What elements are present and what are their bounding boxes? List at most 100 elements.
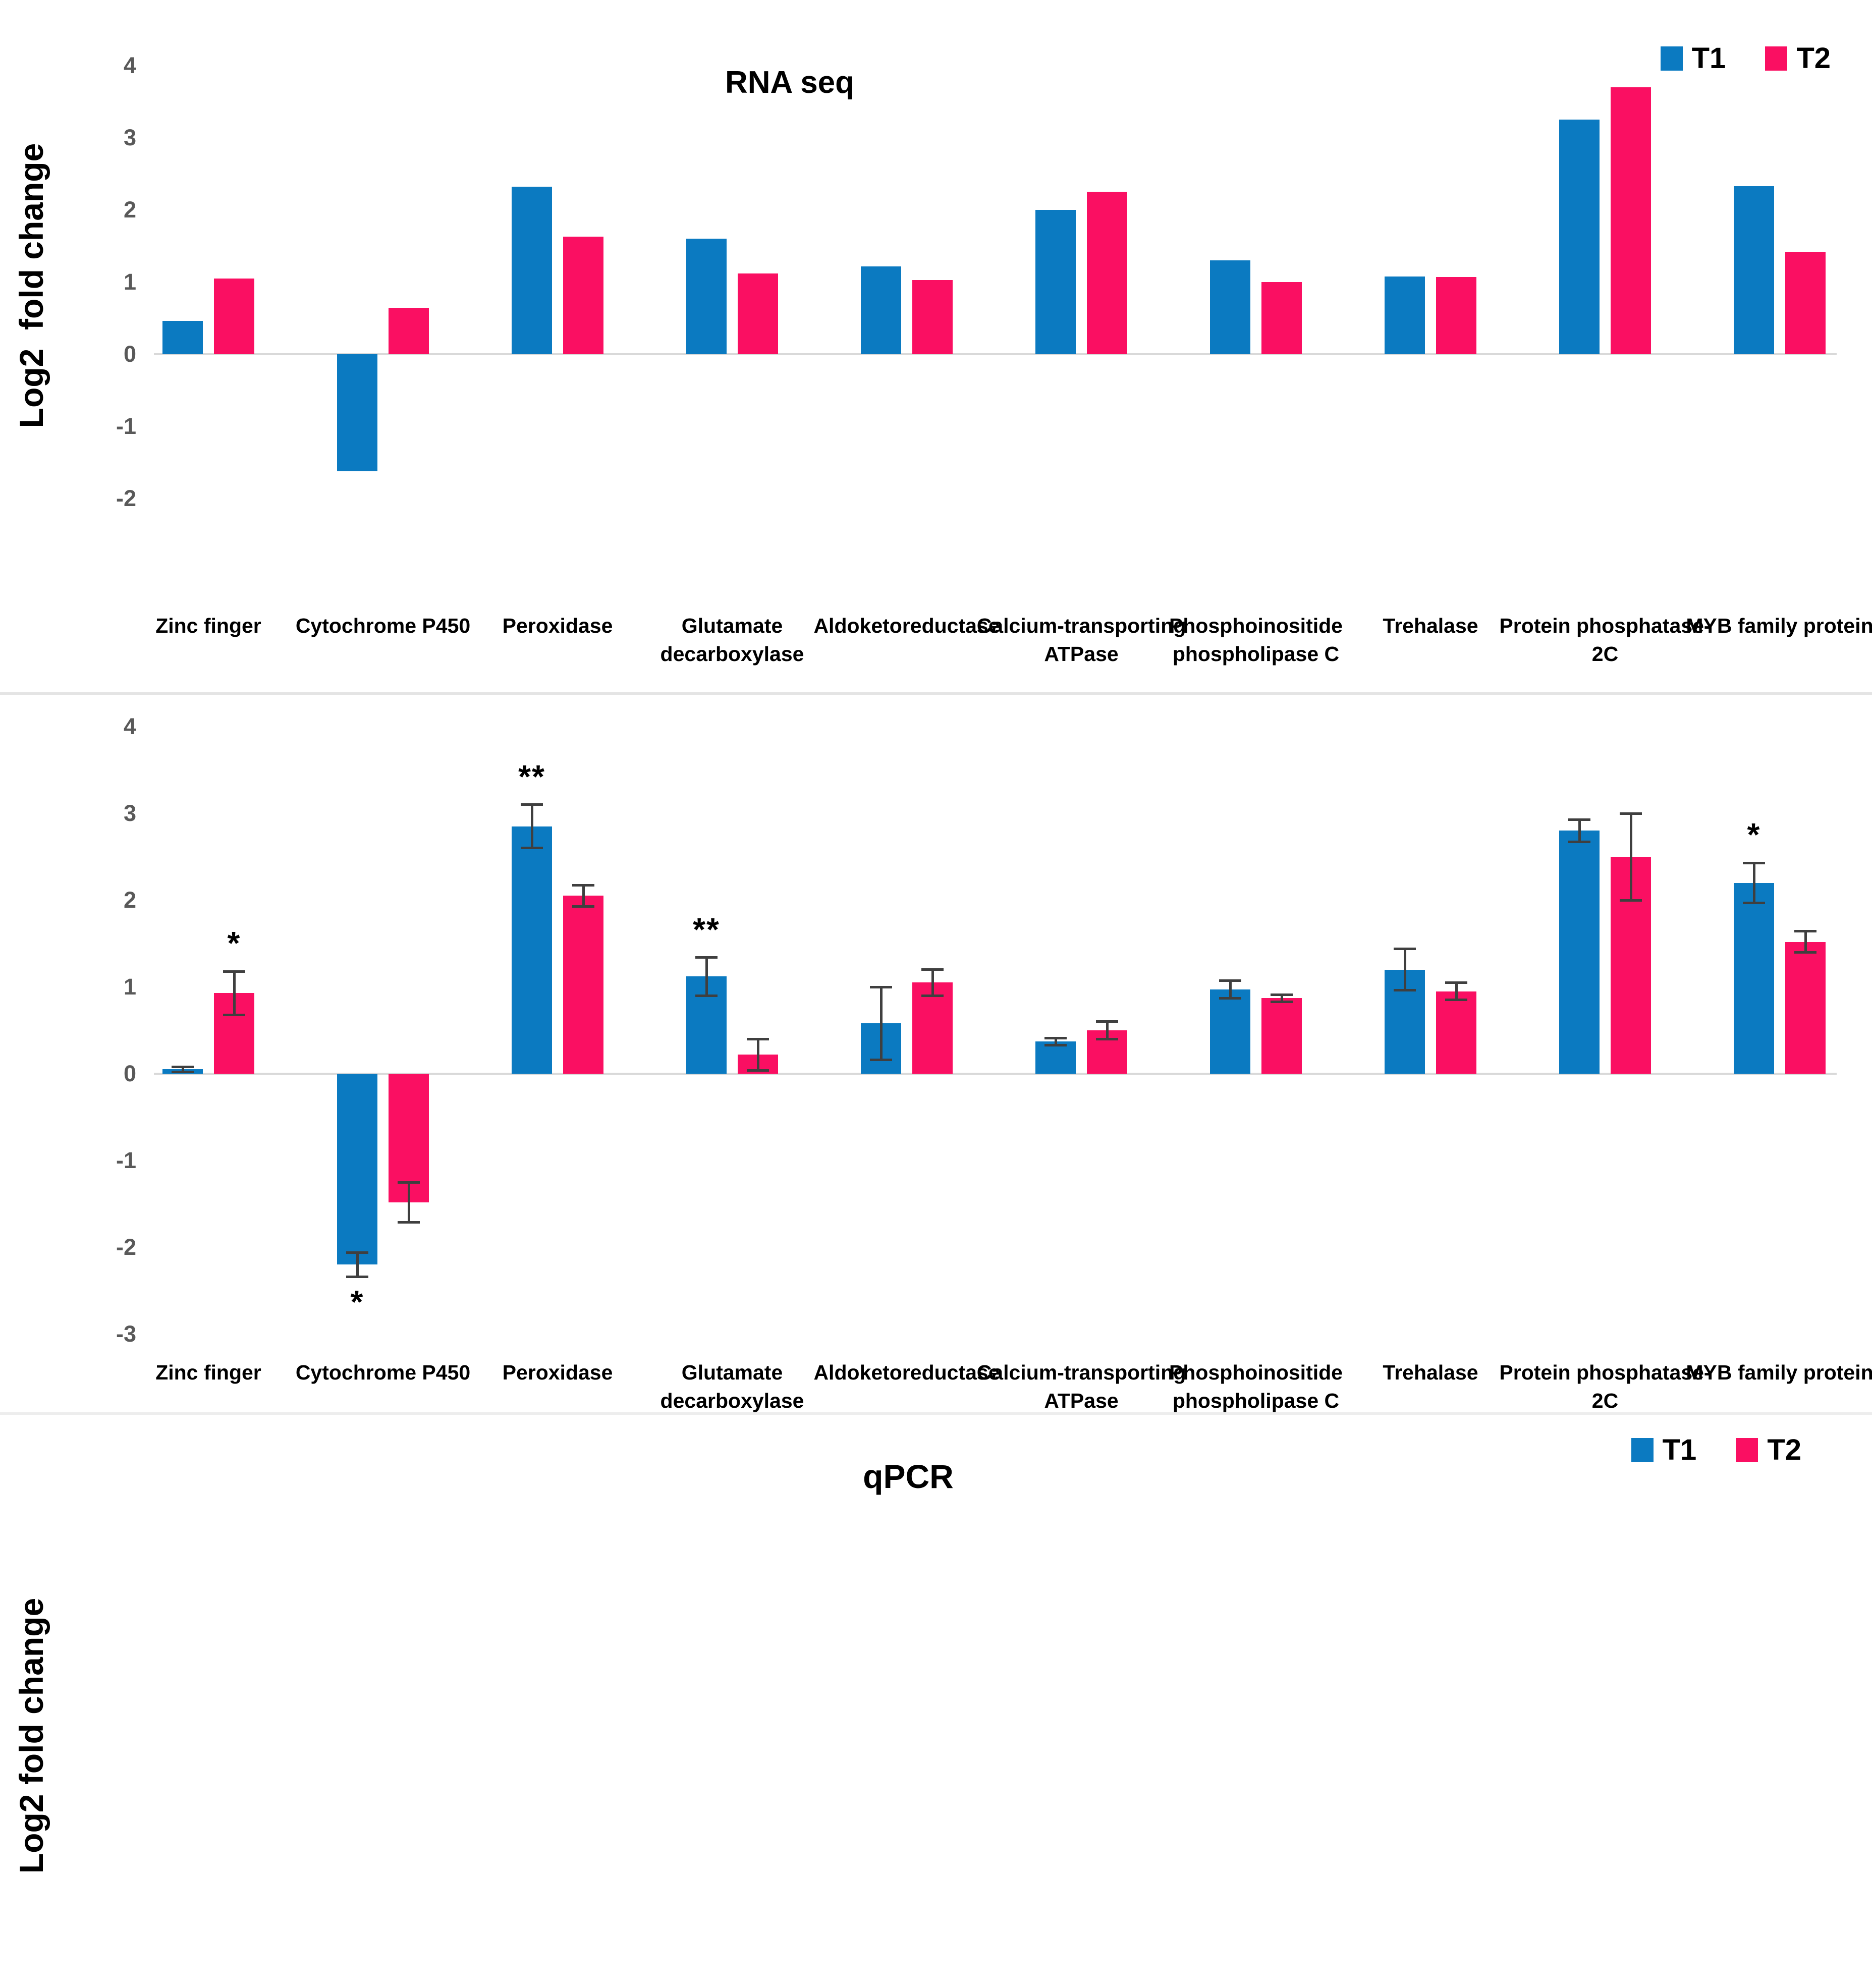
y-tick-label: 4 [123,52,136,78]
bar-t2 [1611,87,1651,354]
error-bar-cap [1794,930,1816,933]
bar-t1 [512,826,552,1074]
y-tick-label: 3 [123,800,136,826]
error-bar-cap [223,970,245,973]
error-bar-cap [1394,947,1416,950]
bar-t2 [214,278,254,354]
category-label: Peroxidase [502,614,613,637]
error-bar-cap [172,1071,194,1074]
error-bar-cap [921,994,944,997]
error-bar-cap [1096,1037,1118,1040]
category-label: Protein phosphatase-2C [1499,1361,1711,1412]
error-bar-cap [572,884,594,887]
error-bar-cap [1743,901,1765,904]
y-tick-label: 1 [123,269,136,295]
bar-t1 [1035,210,1076,354]
category-label: Calcium-transporting ATPase [976,614,1186,666]
legend-label-t2: T2 [1796,42,1831,75]
error-bar [233,971,236,1015]
error-bar-cap [1271,1000,1293,1003]
y-tick-label: 2 [123,887,136,913]
panel-divider [0,692,1872,695]
error-bar-cap [346,1275,368,1278]
bar-t1 [512,187,552,354]
bar-t2 [1087,192,1127,354]
error-bar-cap [1743,861,1765,864]
error-bar [1403,949,1406,990]
sig-star: * [350,1284,364,1320]
category-label: MYB family protein [1686,1361,1872,1384]
error-bar-cap [521,847,543,850]
legend-item-t2: T2 [1736,1433,1801,1467]
error-bar-cap [695,956,718,959]
bottom-divider [0,1412,1872,1415]
bar-t1 [337,354,377,471]
x-axis-line [154,1073,1837,1075]
category-label: Trehalase [1383,1361,1478,1384]
category-label: Zinc finger [155,614,261,637]
x-axis-line [154,353,1837,355]
error-bar-cap [1568,841,1590,844]
error-bar [181,1067,184,1072]
y-axis-label-qpcr: Log2 fold change [13,1597,50,1874]
bar-t2 [389,1074,429,1202]
error-bar-cap [1568,818,1590,821]
bar-t2 [563,236,603,354]
error-bar [1229,980,1232,999]
sig-star: ** [693,911,720,948]
y-tick-label: 2 [123,197,136,223]
error-bar-cap [747,1069,769,1072]
error-bar-cap [1044,1043,1067,1046]
error-bar-cap [572,905,594,908]
error-bar [931,969,934,996]
bar-t2 [912,280,953,354]
bar-t2 [912,982,953,1074]
error-bar [879,987,883,1060]
error-bar-cap [1620,899,1642,902]
category-label: Protein phosphatase-2C [1499,614,1711,666]
y-tick-label: -3 [116,1321,136,1347]
legend-label-t1: T1 [1691,42,1726,75]
legend-rna-seq: T1 T2 [1660,41,1831,75]
legend-item-t1: T1 [1660,41,1726,75]
bar-t2 [1436,277,1476,354]
sig-star: * [227,925,241,962]
category-label: Zinc finger [155,1361,261,1384]
bar-t1 [1559,120,1600,354]
bar-t1 [337,1074,377,1265]
error-bar [1106,1021,1109,1039]
error-bar [756,1039,759,1071]
y-tick-label: 3 [123,125,136,150]
error-bar-cap [1620,812,1642,815]
error-bar [1578,819,1581,842]
y-tick-label: 0 [123,341,136,367]
sig-star: * [1747,816,1761,853]
error-bar [1804,931,1807,953]
error-bar [530,804,533,848]
error-bar [407,1182,410,1223]
sig-star: ** [518,758,545,795]
error-bar [1752,863,1755,903]
error-bar [705,957,708,996]
legend-item-t2: T2 [1765,41,1831,75]
error-bar-cap [1096,1020,1118,1023]
bar-t2 [1785,942,1826,1074]
bar-t2 [1785,251,1826,354]
bar-t1 [1210,260,1250,354]
rna-seq-chart: RNA seq Log2 fold change T1 T2 [0,0,1872,701]
category-label: Glutamate decarboxylase [660,614,804,666]
bar-t2 [738,273,778,354]
y-tick-label: -1 [116,413,136,439]
bar-t1 [861,266,901,354]
category-label: Aldoketoreductase [813,614,1000,637]
category-label: Peroxidase [502,1361,613,1384]
error-bar-cap [1445,999,1467,1002]
category-label: Cytochrome P450 [295,614,471,637]
error-bar-cap [1794,951,1816,954]
error-bar-cap [1445,981,1467,984]
t2-swatch-icon [1765,46,1788,71]
bar-t1 [1210,989,1250,1074]
error-bar-cap [1394,989,1416,992]
category-label: Phosphoinositide phospholipase C [1169,614,1343,666]
error-bar-cap [695,994,718,997]
